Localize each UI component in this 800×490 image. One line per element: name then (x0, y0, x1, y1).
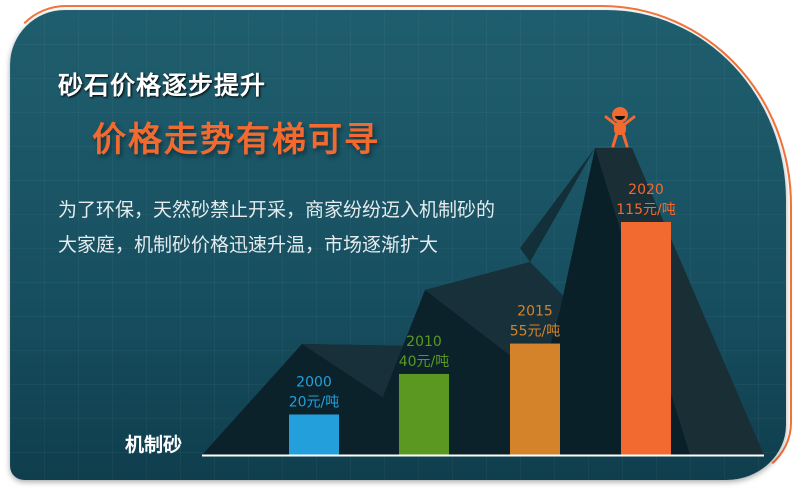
category-label: 2015 (517, 304, 553, 320)
data-label: 20元/吨 (289, 394, 340, 410)
person-cheering-on-peak-icon (604, 107, 636, 148)
bar-2015 (510, 343, 560, 455)
card-outline (6, 5, 792, 483)
bar-2010 (399, 373, 449, 455)
data-label: 40元/吨 (399, 354, 450, 370)
category-label: 2000 (296, 374, 332, 390)
title: 砂石价格逐步提升 (58, 71, 267, 100)
bar-2000 (289, 414, 339, 455)
subtitle: 价格走势有梯可寻 (92, 120, 380, 160)
data-label: 115元/吨 (616, 202, 675, 218)
x-axis-label: 机制砂 (125, 434, 183, 456)
mountain-3-face (520, 148, 595, 262)
data-label: 55元/吨 (510, 324, 561, 340)
category-label: 2020 (628, 182, 664, 198)
description: 为了环保，天然砂禁止开采，商家纷纷迈入机制砂的大家庭，机制砂价格迅速升温，市场逐… (58, 199, 496, 256)
bar-2020 (621, 222, 671, 455)
category-label: 2010 (406, 334, 442, 350)
